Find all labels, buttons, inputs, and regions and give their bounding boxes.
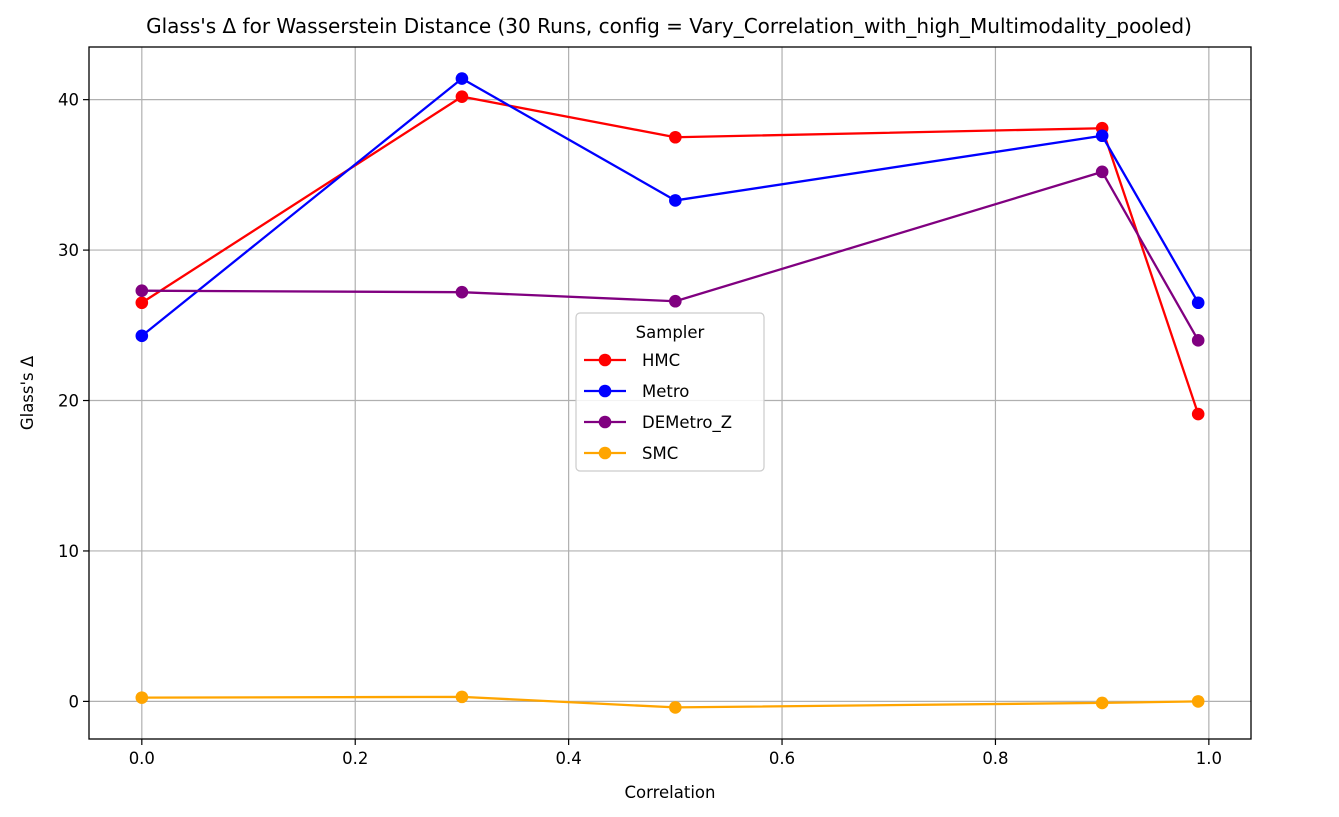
series-demetro-z [135, 165, 1205, 347]
data-point [455, 285, 469, 299]
y-tick-label: 40 [58, 91, 79, 110]
data-point [669, 701, 682, 714]
x-tick-label: 0.2 [342, 749, 368, 768]
data-point [455, 90, 469, 103]
legend: Sampler HMC Metro DEMetro_Z SMC [575, 312, 765, 472]
y-axis-label: Glass's Δ [18, 355, 37, 430]
data-point [135, 329, 149, 343]
legend-title: Sampler [636, 323, 705, 342]
ticks: 0.0 0.2 0.4 0.6 0.8 1.0 0 10 20 30 40 [58, 91, 1222, 768]
x-tick-label: 1.0 [1196, 749, 1222, 768]
y-tick-label: 10 [58, 542, 79, 561]
legend-item: DEMetro_Z [584, 413, 732, 433]
x-tick-label: 0.6 [769, 749, 795, 768]
data-point [669, 130, 682, 144]
legend-label: Metro [642, 382, 689, 401]
x-axis-label: Correlation [625, 783, 716, 802]
data-point [1191, 695, 1205, 708]
legend-marker [598, 415, 612, 429]
legend-marker [598, 384, 612, 398]
x-tick-label: 0.4 [556, 749, 582, 768]
chart-title: Glass's Δ for Wasserstein Distance (30 R… [146, 14, 1192, 38]
legend-label: HMC [642, 351, 680, 370]
series-smc [135, 690, 1205, 714]
legend-label: SMC [642, 444, 678, 463]
legend-box [575, 312, 765, 472]
y-tick-label: 0 [69, 692, 80, 711]
legend-item: Metro [584, 382, 689, 401]
data-point [1095, 696, 1109, 710]
series-line [141, 77, 1200, 337]
series-layer [135, 72, 1205, 714]
legend-items: HMC Metro DEMetro_Z SMC [584, 351, 732, 463]
data-point [1095, 165, 1109, 179]
data-point [135, 296, 149, 310]
data-point [669, 294, 682, 308]
x-tick-label: 0.0 [129, 749, 155, 768]
legend-label: DEMetro_Z [642, 413, 732, 433]
y-tick-label: 20 [58, 392, 79, 411]
plot-frame [88, 46, 1252, 740]
legend-marker [598, 446, 612, 460]
legend-marker [598, 353, 612, 367]
data-point [455, 72, 469, 85]
data-point [455, 690, 469, 704]
data-point [135, 691, 149, 704]
series-metro [135, 72, 1205, 343]
data-point [669, 194, 682, 207]
data-point [1191, 334, 1205, 347]
y-tick-label: 30 [58, 241, 79, 260]
data-point [1191, 296, 1205, 310]
data-point [135, 284, 149, 298]
data-point [1095, 129, 1109, 143]
x-tick-label: 0.8 [982, 749, 1008, 768]
legend-item: HMC [584, 351, 680, 370]
legend-item: SMC [584, 444, 678, 463]
data-point [1191, 407, 1205, 421]
